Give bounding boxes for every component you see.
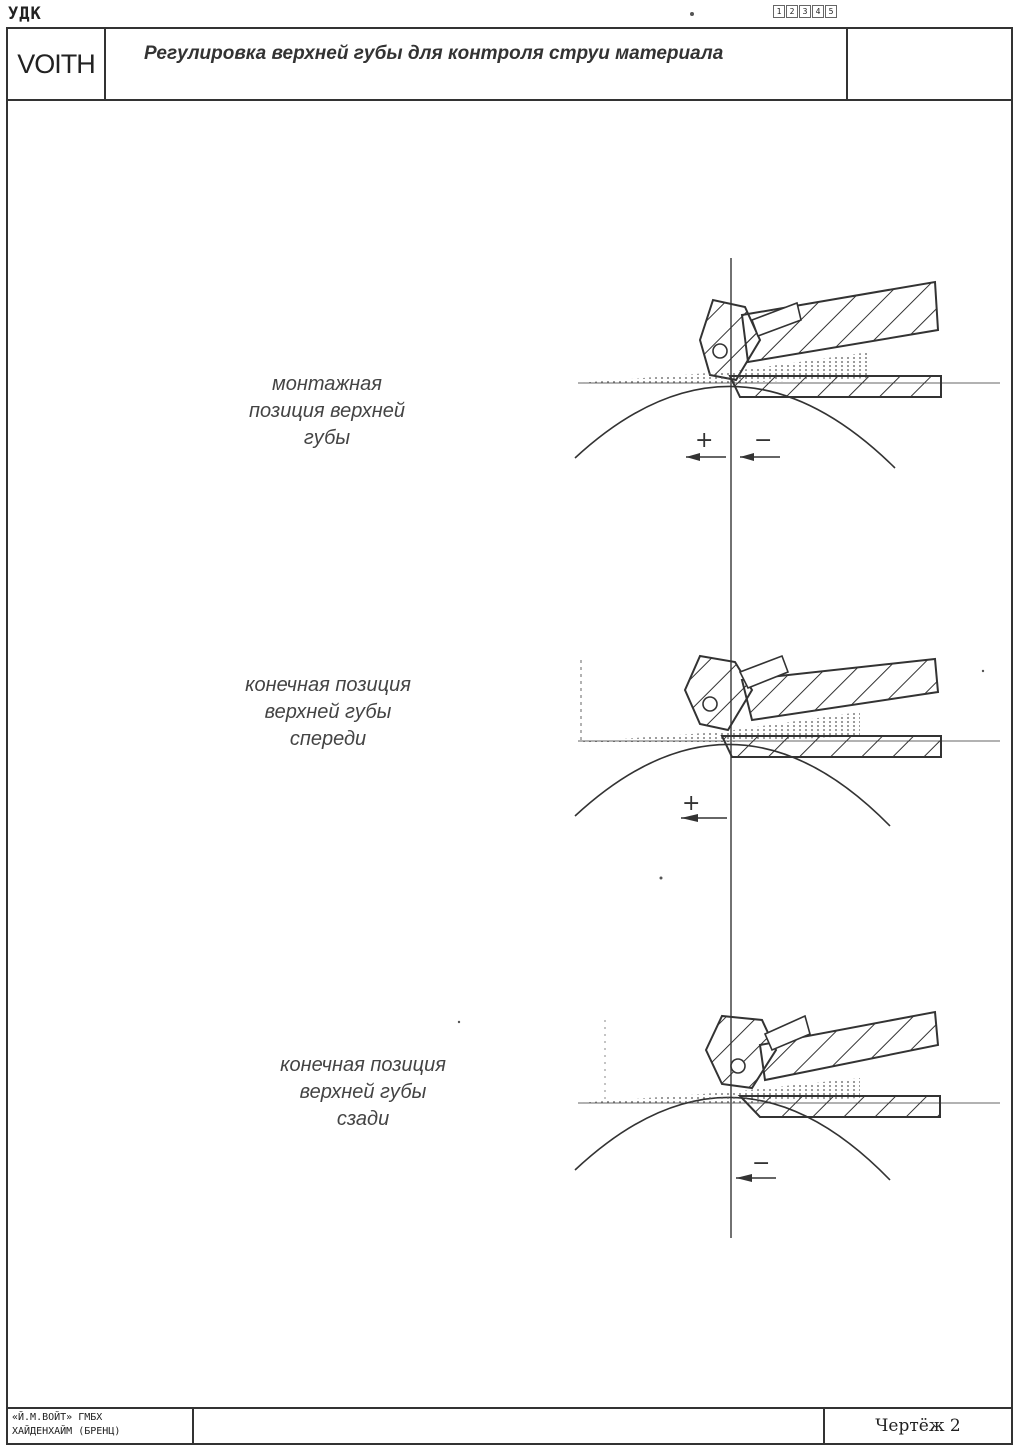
title-block: VOITH Регулировка верхней губы для контр… [8, 29, 1011, 101]
caption-line: позиция верхней [249, 400, 405, 422]
breast-roll-arc [574, 385, 896, 469]
speck [457, 1020, 461, 1024]
plus-sign: + [695, 428, 713, 453]
arrow-head-icon [740, 453, 754, 461]
caption-line: конечная позиция [245, 674, 411, 696]
arrow-head-icon [681, 814, 698, 822]
title-cell: Регулировка верхней губы для контроля ст… [106, 29, 848, 99]
caption-line: верхней губы [264, 701, 392, 723]
page-marks: 1 2 3 4 5 [773, 5, 837, 18]
page-mark: 4 [812, 5, 824, 18]
lower-lip [720, 735, 942, 758]
figure-caption-1: монтажная позиция верхней губы [177, 371, 477, 452]
company-line: ХАЙДЕНХАЙМ (БРЕНЦ) [12, 1426, 121, 1437]
udk-label: УДК [8, 4, 42, 24]
lip-clamp [763, 1014, 811, 1052]
caption-line: монтажная [272, 373, 382, 395]
lip-head [683, 654, 754, 732]
arrow-head-icon [736, 1174, 752, 1182]
lower-lip [737, 1095, 941, 1118]
upper-lip-beam [758, 1010, 940, 1082]
lip-assembly-3: − [574, 1010, 1000, 1182]
page-mark: 5 [825, 5, 837, 18]
lip-clamp [750, 301, 802, 338]
lip-assembly-2: + [574, 654, 1000, 827]
page-title: Регулировка верхней губы для контроля ст… [144, 43, 724, 64]
voith-logo: VOITH [17, 48, 96, 79]
lip-head [698, 298, 762, 382]
pivot-pin [730, 1058, 746, 1074]
speck [690, 12, 694, 16]
logo-cell: VOITH [8, 29, 106, 99]
caption-line: губы [303, 427, 351, 449]
drawing-frame: VOITH Регулировка верхней губы для контр… [6, 27, 1013, 1445]
lip-assembly-1: + − [574, 280, 1000, 469]
speck [659, 876, 663, 880]
lip-head [704, 1014, 778, 1090]
stock-jet [578, 712, 860, 742]
pivot-pin [702, 696, 718, 712]
caption-line: сзади [336, 1108, 390, 1130]
upper-lip-beam [740, 657, 940, 722]
lower-lip [728, 375, 942, 398]
footer-block: «Й.М.ВОЙТ» ГМБХ ХАЙДЕНХАЙМ (БРЕНЦ) Чертё… [8, 1407, 1011, 1443]
page-mark: 1 [773, 5, 785, 18]
caption-line: конечная позиция [280, 1054, 446, 1076]
caption-line: спереди [289, 728, 367, 750]
minus-sign: − [754, 428, 772, 453]
caption-line: верхней губы [299, 1081, 427, 1103]
pivot-pin [712, 343, 728, 359]
lip-clamp [738, 654, 790, 690]
figure-caption-3: конечная позиция верхней губы сзади [213, 1052, 513, 1133]
company-line: «Й.М.ВОЙТ» ГМБХ [12, 1412, 103, 1423]
minus-sign: − [752, 1151, 770, 1176]
drawing-number: Чертёж 2 [823, 1409, 1011, 1443]
company-cell: «Й.М.ВОЙТ» ГМБХ ХАЙДЕНХАЙМ (БРЕНЦ) [8, 1409, 194, 1443]
speck [981, 669, 985, 673]
page-mark: 2 [786, 5, 798, 18]
plus-sign: + [682, 791, 700, 816]
arrow-head-icon [686, 453, 700, 461]
page-mark: 3 [799, 5, 811, 18]
figure-caption-2: конечная позиция верхней губы спереди [178, 672, 478, 753]
